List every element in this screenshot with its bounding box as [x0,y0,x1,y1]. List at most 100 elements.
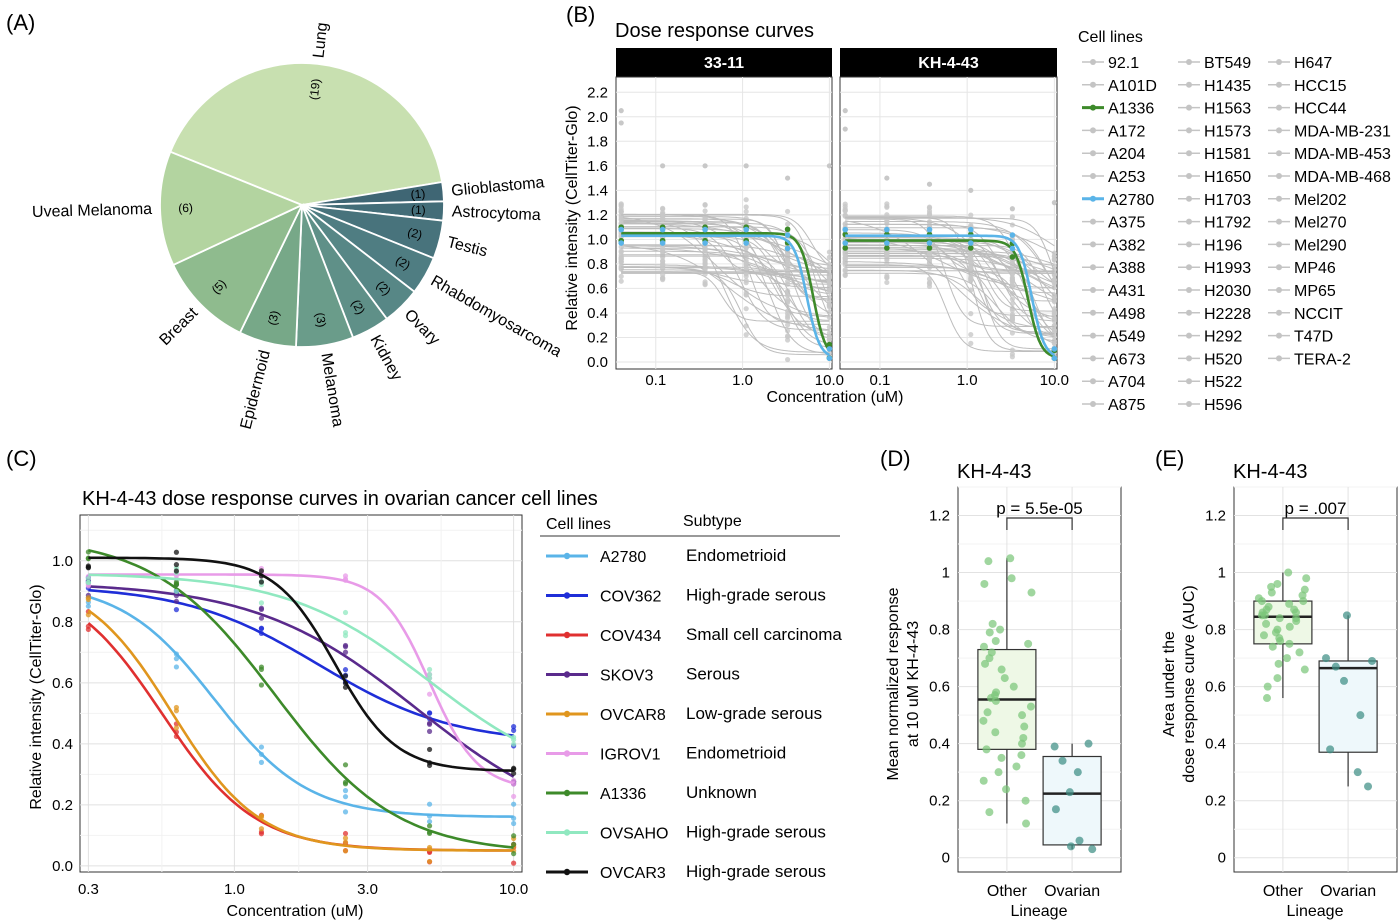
panel-b-ytick-1.0: 1.0 [587,231,608,248]
panel-b-title: Dose response curves [615,20,814,42]
panel-c-curve-ovsaho [88,573,515,740]
facet-1-point-a2780 [826,355,833,362]
panel-b-ytick-0.0: 0.0 [587,354,608,371]
facet-1-gray-curve [621,266,830,292]
facet-1-gray-point [660,216,666,223]
facet-2-gray-point [1009,313,1015,319]
facet-2-gray-point [1051,271,1057,278]
panel-e-point-other [1257,597,1266,606]
panel-c-point-cov362 [426,710,433,716]
panel-c-point-a1336 [342,762,349,768]
legend-c-subtype-a2780: Endometrioid [686,546,786,565]
legend-b-label-h2228: H2228 [1204,306,1251,323]
legend-c-dot-skov3 [563,671,571,678]
facet-1-gray-point [743,204,749,210]
pie-count-kidney: (2) [349,297,368,317]
facet-1-gray-point [660,163,666,169]
facet-2-gray-point [1009,271,1015,277]
legend-b-label-tera-2: TERA-2 [1294,351,1351,368]
panel-c-xtick-10.0: 10.0 [499,881,528,898]
legend-c-subtype-ovsaho: High-grade serous [686,823,826,842]
legend-b-label-a875: A875 [1108,397,1145,414]
facet-1-gray-point [743,197,749,203]
panel-d-xlabel: Lineage [1011,903,1068,920]
panel-e-point-other [1273,674,1282,683]
panel-d-point-other [997,665,1006,674]
panel-c-point-ovsaho [258,600,265,606]
facet-1-gray-point [743,245,749,251]
legend-b-dot-nccit [1276,309,1282,316]
facet-1-xtick-10.0: 10.0 [815,372,844,389]
panel-d-point-ovarian [1065,788,1074,797]
legend-b-dot-h522 [1186,378,1192,385]
panel-c-point-ovcar8 [258,813,265,819]
panel-e-point-ovarian [1331,662,1340,671]
facet-2-gray-point [884,279,890,286]
panel-e-point-other [1302,574,1311,583]
facet-1-gray-point [743,208,749,215]
facet-1-gray-point [660,211,666,217]
panel-b-xlabel: Concentration (uM) [767,389,904,406]
facet-1-gray-point [660,266,666,272]
facet-2-gray-point [842,267,848,273]
facet-2-gray-point [1051,253,1057,259]
facet-2-gray-curve [845,245,1055,322]
legend-b-dot-h2030 [1186,287,1192,293]
facet-1-gray-point [702,256,708,262]
panel-d-point-other [996,625,1005,634]
facet-2-gray-point [968,251,974,257]
panel-d-point-other [1012,762,1021,771]
facet-2-gray-curve [845,255,1055,270]
panel-d-point-other [994,768,1003,777]
facet-1-point-a2780 [618,240,625,246]
panel-c-point-a2780 [173,656,180,662]
facet-1-point-a2780 [702,240,708,246]
panel-c-curve-skov3 [88,585,515,778]
panel-d-point-other [1006,554,1015,563]
facet-1-gray-point [702,263,708,269]
facet-1-gray-curve [621,245,830,270]
panel-c-point-cov362 [173,607,180,613]
legend-b-dot-bt549 [1186,59,1192,65]
panel-e-point-other [1260,611,1269,620]
legend-c-dot-igrov1 [563,750,571,757]
panel-c-point-cov434 [511,860,517,866]
legend-b-dot-tera-2 [1276,355,1282,362]
facet-2-point-a1336 [1009,254,1016,260]
panel-c-curve-ovcar8 [87,609,514,852]
facet-1-gray-point [660,245,666,251]
panel-c-point-a2780 [426,818,433,825]
facet-2-point-a2780 [884,240,890,246]
facet-2-gray-curve [845,237,1055,266]
panel-c-point-skov3 [342,649,349,655]
legend-c-name-ovsaho: OVSAHO [600,826,668,843]
facet-2-gray-point [926,204,933,210]
panel-e-point-other [1276,637,1285,645]
legend-b-dot-mel270 [1276,218,1282,225]
facet-2-gray-point [926,279,933,286]
legend-b-dot-a388 [1090,264,1096,271]
panel-c-point-skov3 [173,593,180,599]
panel-c-point-ovsaho [173,588,180,595]
legend-b-dot-a375 [1090,218,1096,225]
facet-2-gray-point [1051,257,1057,263]
panel-c-point-a1336 [258,666,265,672]
pie-slice-breast [172,203,304,334]
facet-1-gray-point [618,120,624,126]
facet-1-gray-curve [621,267,830,297]
panel-d-point-other [1002,785,1011,794]
facet-2-strip [840,48,1057,77]
facet-2-point-a2780 [842,226,849,233]
facet-2-gray-point [1009,291,1015,297]
panel-e-ytick-0.8: 0.8 [1205,622,1226,639]
panel-e-point-other [1292,617,1301,626]
legend-c-dot-ovcar8 [563,710,571,718]
legend-b-label-h522: H522 [1204,374,1242,391]
panel-d-point-other [1007,574,1016,583]
panel-d-ytick-1.2: 1.2 [929,508,950,525]
facet-2-gray-point [1051,281,1057,287]
panel-c-point-ovcar3 [173,562,180,568]
legend-b-label-a101d: A101D [1108,78,1157,95]
legend-c-header-cell-lines: Cell lines [546,516,611,533]
legend-b-dot-a673 [1090,355,1096,362]
